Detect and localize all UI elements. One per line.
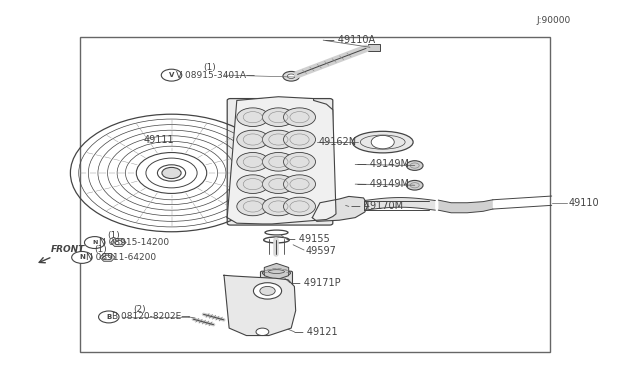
Circle shape [237,175,269,193]
Text: FRONT: FRONT [51,245,86,254]
Circle shape [262,108,294,126]
Circle shape [283,71,300,81]
Ellipse shape [262,270,291,276]
Text: (1): (1) [204,63,216,72]
Ellipse shape [262,289,291,296]
Text: 49162N: 49162N [319,137,357,147]
Text: — 49110A: — 49110A [325,35,375,45]
Circle shape [237,131,268,148]
Circle shape [237,153,269,171]
Text: (1): (1) [95,246,108,254]
Polygon shape [227,97,336,224]
Circle shape [284,130,316,149]
Text: — 49149M: — 49149M [357,160,409,169]
Circle shape [237,198,268,215]
Text: N 08911-64200: N 08911-64200 [86,253,157,262]
Circle shape [237,175,268,193]
Circle shape [371,135,394,149]
Circle shape [237,197,269,216]
Text: — 49170M: — 49170M [351,202,403,211]
Circle shape [162,167,181,179]
Circle shape [263,175,294,193]
Circle shape [99,311,119,323]
Circle shape [263,108,294,126]
Text: (2): (2) [133,305,146,314]
Polygon shape [224,275,296,336]
Text: — 49155: — 49155 [286,234,330,244]
Circle shape [263,198,294,215]
Text: N: N [79,254,85,260]
Circle shape [237,108,268,126]
Text: — 49149M: — 49149M [357,179,409,189]
Circle shape [115,240,122,245]
Circle shape [263,131,294,148]
Text: J:90000: J:90000 [536,16,571,25]
Circle shape [161,69,182,81]
Text: — 49121: — 49121 [294,327,338,337]
Circle shape [237,153,268,171]
Circle shape [253,283,282,299]
Ellipse shape [269,270,285,273]
Text: 49110: 49110 [568,198,599,208]
Circle shape [260,286,275,295]
Circle shape [104,255,111,260]
Circle shape [262,175,294,193]
Bar [80,37,550,352]
Circle shape [84,237,105,248]
Circle shape [406,161,423,170]
Text: N: N [92,240,97,245]
Circle shape [284,153,315,171]
Circle shape [262,197,294,216]
Text: (1): (1) [108,231,120,240]
Text: V: V [169,72,174,78]
FancyBboxPatch shape [260,271,292,294]
Polygon shape [312,196,368,221]
Text: — 49171P: — 49171P [291,279,341,288]
Text: 49111: 49111 [144,135,175,144]
Circle shape [284,175,315,193]
Circle shape [284,197,316,216]
Circle shape [237,130,269,149]
Text: B: B [106,314,111,320]
Circle shape [284,108,315,126]
Text: N 08915-14200: N 08915-14200 [99,238,170,247]
Circle shape [72,251,92,263]
Circle shape [256,328,269,336]
FancyBboxPatch shape [227,99,333,225]
Circle shape [287,74,295,78]
Circle shape [262,130,294,149]
Ellipse shape [352,131,413,153]
Text: 49597: 49597 [305,246,336,256]
Text: B 08120-8202E—: B 08120-8202E— [112,312,190,321]
Circle shape [263,153,294,171]
Circle shape [284,131,315,148]
Circle shape [406,180,423,190]
Circle shape [284,153,316,171]
Circle shape [284,198,315,215]
Circle shape [284,175,316,193]
Circle shape [262,153,294,171]
Text: V 08915-3401A—: V 08915-3401A— [176,71,255,80]
Circle shape [284,108,316,126]
Circle shape [237,108,269,126]
